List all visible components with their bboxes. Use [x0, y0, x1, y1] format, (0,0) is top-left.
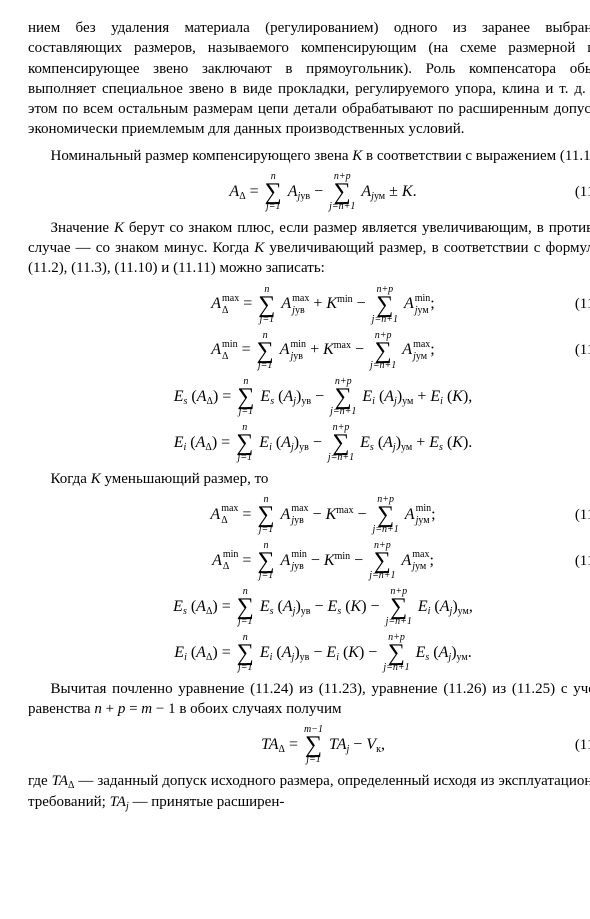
equation-ei-decreasing: Ei (AΔ) = n∑j=1 Ei (Aj)ув − Ei (K) − n+p… [28, 633, 590, 673]
equation-body: Ei (AΔ) = n∑j=1 Ei (Aj)ув − n+p∑j=n+1 Es… [174, 423, 473, 463]
equation-11-24: AminΔ = n∑j=1 Aminjув + Kmax − n+p∑j=n+1… [28, 331, 590, 371]
equation-number: (11.27) [575, 735, 590, 755]
equation-body: Es (AΔ) = n∑j=1 Es (Aj)ув − n+p∑j=n+1 Ei… [174, 377, 473, 417]
text: Значение K берут со знаком плюс, если ра… [28, 220, 590, 277]
equation-11-22: AΔ = n∑j=1 Ajув − n+p∑j=n+1 Ajум ± K. (1… [28, 172, 590, 212]
text: где TAΔ — заданный допуск исходного разм… [28, 773, 590, 809]
paragraph-1: нием без удаления материала (регулирован… [28, 18, 590, 140]
equation-body: Ei (AΔ) = n∑j=1 Ei (Aj)ув − Ei (K) − n+p… [174, 633, 471, 673]
text: Когда K уменьшающий размер, то [51, 471, 269, 487]
equation-11-26: AminΔ = n∑j=1 Aminjув − Kmin − n+p∑j=n+1… [28, 541, 590, 581]
equation-number: (11.23) [575, 294, 590, 314]
paragraph-5: Вычитая почленно уравнение (11.24) из (1… [28, 679, 590, 720]
paragraph-6: где TAΔ — заданный допуск исходного разм… [28, 771, 590, 812]
equation-ei-increasing: Ei (AΔ) = n∑j=1 Ei (Aj)ув − n+p∑j=n+1 Es… [28, 423, 590, 463]
equation-number: (11.25) [575, 505, 590, 525]
equation-es-increasing: Es (AΔ) = n∑j=1 Es (Aj)ув − n+p∑j=n+1 Ei… [28, 377, 590, 417]
paragraph-3: Значение K берут со знаком плюс, если ра… [28, 218, 590, 279]
text: Номинальный размер компенсирующего звена… [51, 148, 590, 164]
equation-number: (11.24) [575, 340, 590, 360]
equation-11-23: AmaxΔ = n∑j=1 Amaxjув + Kmin − n+p∑j=n+1… [28, 285, 590, 325]
equation-11-27: TAΔ = m−1∑j=1 TAj − Vк, (11.27) [28, 725, 590, 765]
equation-number: (11.22) [575, 182, 590, 202]
text: Вычитая почленно уравнение (11.24) из (1… [28, 681, 590, 717]
equation-body: AminΔ = n∑j=1 Aminjув + Kmax − n+p∑j=n+1… [211, 331, 435, 371]
equation-number: (11.26) [575, 551, 590, 571]
equation-body: AΔ = n∑j=1 Ajув − n+p∑j=n+1 Ajум ± K. [229, 172, 416, 212]
paragraph-2: Номинальный размер компенсирующего звена… [28, 146, 590, 166]
paragraph-4: Когда K уменьшающий размер, то [28, 469, 590, 489]
equation-11-25: AmaxΔ = n∑j=1 Amaxjув − Kmax − n+p∑j=n+1… [28, 495, 590, 535]
equation-body: Es (AΔ) = n∑j=1 Es (Aj)ув − Es (K) − n+p… [173, 587, 473, 627]
equation-body: AmaxΔ = n∑j=1 Amaxjув − Kmax − n+p∑j=n+1… [210, 495, 435, 535]
equation-body: AmaxΔ = n∑j=1 Amaxjув + Kmin − n+p∑j=n+1… [211, 285, 435, 325]
equation-body: TAΔ = m−1∑j=1 TAj − Vк, [261, 725, 385, 765]
equation-body: AminΔ = n∑j=1 Aminjув − Kmin − n+p∑j=n+1… [212, 541, 434, 581]
equation-es-decreasing: Es (AΔ) = n∑j=1 Es (Aj)ув − Es (K) − n+p… [28, 587, 590, 627]
